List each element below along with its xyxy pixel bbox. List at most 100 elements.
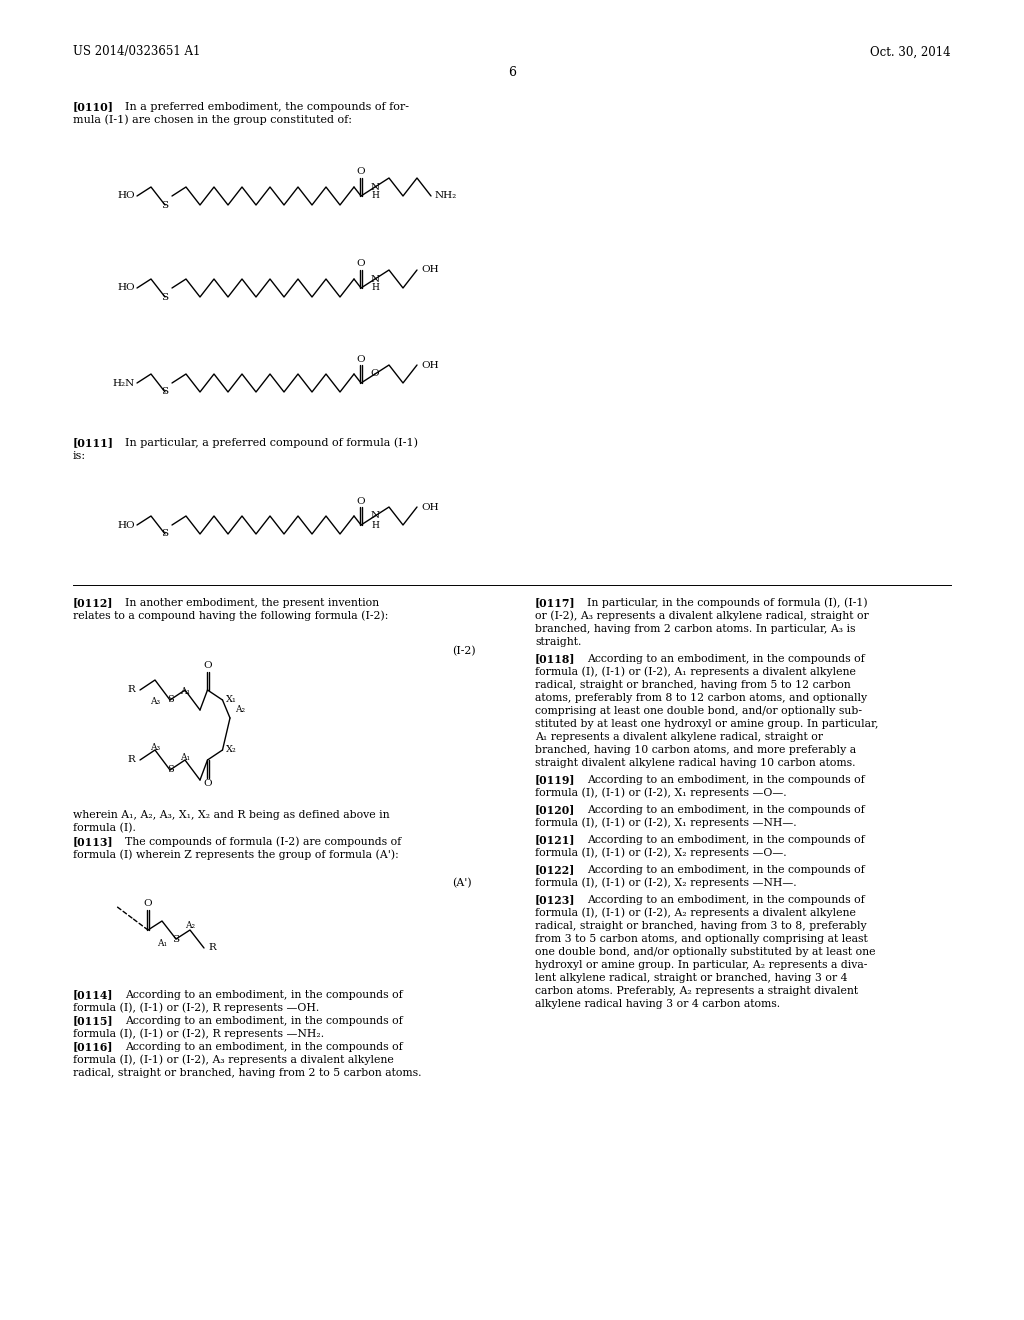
Text: US 2014/0323651 A1: US 2014/0323651 A1 <box>73 45 201 58</box>
Text: HO: HO <box>118 191 135 201</box>
Text: lent alkylene radical, straight or branched, having 3 or 4: lent alkylene radical, straight or branc… <box>535 973 848 983</box>
Text: O: O <box>203 780 212 788</box>
Text: S: S <box>162 388 169 396</box>
Text: 6: 6 <box>508 66 516 79</box>
Text: S: S <box>172 935 179 944</box>
Text: H: H <box>371 520 379 529</box>
Text: According to an embodiment, in the compounds of: According to an embodiment, in the compo… <box>587 805 864 814</box>
Text: [0114]: [0114] <box>73 990 114 1001</box>
Text: According to an embodiment, in the compounds of: According to an embodiment, in the compo… <box>587 865 864 875</box>
Text: R: R <box>208 944 216 953</box>
Text: O: O <box>356 496 366 506</box>
Text: In a preferred embodiment, the compounds of for-: In a preferred embodiment, the compounds… <box>125 102 409 112</box>
Text: N: N <box>371 182 380 191</box>
Text: comprising at least one double bond, and/or optionally sub-: comprising at least one double bond, and… <box>535 706 862 715</box>
Text: formula (I), (I-1) or (I-2), X₂ represents —NH—.: formula (I), (I-1) or (I-2), X₂ represen… <box>535 878 797 888</box>
Text: OH: OH <box>421 360 438 370</box>
Text: atoms, preferably from 8 to 12 carbon atoms, and optionally: atoms, preferably from 8 to 12 carbon at… <box>535 693 867 704</box>
Text: [0123]: [0123] <box>535 895 575 906</box>
Text: stituted by at least one hydroxyl or amine group. In particular,: stituted by at least one hydroxyl or ami… <box>535 719 879 729</box>
Text: According to an embodiment, in the compounds of: According to an embodiment, in the compo… <box>587 775 864 785</box>
Text: O: O <box>371 370 379 379</box>
Text: [0120]: [0120] <box>535 804 575 816</box>
Text: or (I-2), A₃ represents a divalent alkylene radical, straight or: or (I-2), A₃ represents a divalent alkyl… <box>535 611 868 622</box>
Text: S: S <box>162 293 169 301</box>
Text: O: O <box>143 899 153 908</box>
Text: formula (I), (I-1) or (I-2), A₃ represents a divalent alkylene: formula (I), (I-1) or (I-2), A₃ represen… <box>73 1055 394 1065</box>
Text: [0110]: [0110] <box>73 102 114 112</box>
Text: [0112]: [0112] <box>73 598 114 609</box>
Text: X₁: X₁ <box>225 696 237 705</box>
Text: [0119]: [0119] <box>535 775 575 785</box>
Text: According to an embodiment, in the compounds of: According to an embodiment, in the compo… <box>125 1016 402 1026</box>
Text: N: N <box>371 275 380 284</box>
Text: According to an embodiment, in the compounds of: According to an embodiment, in the compo… <box>587 653 864 664</box>
Text: formula (I), (I-1) or (I-2), R represents —OH.: formula (I), (I-1) or (I-2), R represent… <box>73 1003 319 1014</box>
Text: A₁: A₁ <box>180 688 190 697</box>
Text: branched, having 10 carbon atoms, and more preferably a: branched, having 10 carbon atoms, and mo… <box>535 744 856 755</box>
Text: formula (I) wherein Z represents the group of formula (A'):: formula (I) wherein Z represents the gro… <box>73 850 398 861</box>
Text: [0118]: [0118] <box>535 653 575 664</box>
Text: formula (I), (I-1) or (I-2), X₁ represents —O—.: formula (I), (I-1) or (I-2), X₁ represen… <box>535 788 786 799</box>
Text: A₁ represents a divalent alkylene radical, straight or: A₁ represents a divalent alkylene radica… <box>535 733 823 742</box>
Text: R: R <box>127 755 135 764</box>
Text: OH: OH <box>421 503 438 511</box>
Text: A₃: A₃ <box>150 743 160 752</box>
Text: A₃: A₃ <box>150 697 160 706</box>
Text: In particular, in the compounds of formula (I), (I-1): In particular, in the compounds of formu… <box>587 598 867 609</box>
Text: mula (I-1) are chosen in the group constituted of:: mula (I-1) are chosen in the group const… <box>73 115 352 125</box>
Text: radical, straight or branched, having from 3 to 8, preferably: radical, straight or branched, having fr… <box>535 921 866 931</box>
Text: formula (I), (I-1) or (I-2), A₁ represents a divalent alkylene: formula (I), (I-1) or (I-2), A₁ represen… <box>535 667 856 677</box>
Text: O: O <box>356 355 366 363</box>
Text: [0111]: [0111] <box>73 437 114 449</box>
Text: formula (I), (I-1) or (I-2), X₂ represents —O—.: formula (I), (I-1) or (I-2), X₂ represen… <box>535 847 786 858</box>
Text: S: S <box>162 201 169 210</box>
Text: HO: HO <box>118 284 135 293</box>
Text: According to an embodiment, in the compounds of: According to an embodiment, in the compo… <box>587 895 864 906</box>
Text: from 3 to 5 carbon atoms, and optionally comprising at least: from 3 to 5 carbon atoms, and optionally… <box>535 935 867 944</box>
Text: [0113]: [0113] <box>73 837 114 847</box>
Text: S: S <box>167 696 173 705</box>
Text: According to an embodiment, in the compounds of: According to an embodiment, in the compo… <box>125 1041 402 1052</box>
Text: R: R <box>127 685 135 694</box>
Text: In another embodiment, the present invention: In another embodiment, the present inven… <box>125 598 379 609</box>
Text: (A'): (A') <box>452 878 472 888</box>
Text: N: N <box>371 511 380 520</box>
Text: H: H <box>371 284 379 293</box>
Text: OH: OH <box>421 265 438 275</box>
Text: O: O <box>356 260 366 268</box>
Text: Oct. 30, 2014: Oct. 30, 2014 <box>870 45 950 58</box>
Text: (I-2): (I-2) <box>452 645 475 656</box>
Text: H₂N: H₂N <box>113 379 135 388</box>
Text: S: S <box>162 529 169 539</box>
Text: radical, straight or branched, having from 5 to 12 carbon: radical, straight or branched, having fr… <box>535 680 851 690</box>
Text: According to an embodiment, in the compounds of: According to an embodiment, in the compo… <box>587 836 864 845</box>
Text: alkylene radical having 3 or 4 carbon atoms.: alkylene radical having 3 or 4 carbon at… <box>535 999 780 1008</box>
Text: hydroxyl or amine group. In particular, A₂ represents a diva-: hydroxyl or amine group. In particular, … <box>535 960 867 970</box>
Text: straight divalent alkylene radical having 10 carbon atoms.: straight divalent alkylene radical havin… <box>535 758 855 768</box>
Text: formula (I), (I-1) or (I-2), X₁ represents —NH—.: formula (I), (I-1) or (I-2), X₁ represen… <box>535 817 797 828</box>
Text: [0115]: [0115] <box>73 1015 114 1027</box>
Text: [0122]: [0122] <box>535 865 575 875</box>
Text: S: S <box>167 766 173 775</box>
Text: A₂: A₂ <box>234 705 245 714</box>
Text: is:: is: <box>73 451 86 461</box>
Text: The compounds of formula (I-2) are compounds of: The compounds of formula (I-2) are compo… <box>125 837 401 847</box>
Text: wherein A₁, A₂, A₃, X₁, X₂ and R being as defined above in: wherein A₁, A₂, A₃, X₁, X₂ and R being a… <box>73 810 389 820</box>
Text: radical, straight or branched, having from 2 to 5 carbon atoms.: radical, straight or branched, having fr… <box>73 1068 422 1078</box>
Text: carbon atoms. Preferably, A₂ represents a straight divalent: carbon atoms. Preferably, A₂ represents … <box>535 986 858 997</box>
Text: In particular, a preferred compound of formula (I-1): In particular, a preferred compound of f… <box>125 438 418 449</box>
Text: H: H <box>371 191 379 201</box>
Text: A₁: A₁ <box>180 754 190 763</box>
Text: NH₂: NH₂ <box>435 191 458 201</box>
Text: A₂: A₂ <box>185 921 195 931</box>
Text: According to an embodiment, in the compounds of: According to an embodiment, in the compo… <box>125 990 402 1001</box>
Text: [0116]: [0116] <box>73 1041 114 1052</box>
Text: A₁: A₁ <box>157 939 167 948</box>
Text: X₂: X₂ <box>225 746 237 755</box>
Text: relates to a compound having the following formula (I-2):: relates to a compound having the followi… <box>73 611 388 622</box>
Text: one double bond, and/or optionally substituted by at least one: one double bond, and/or optionally subst… <box>535 946 876 957</box>
Text: O: O <box>203 661 212 671</box>
Text: [0121]: [0121] <box>535 834 575 846</box>
Text: formula (I), (I-1) or (I-2), A₂ represents a divalent alkylene: formula (I), (I-1) or (I-2), A₂ represen… <box>535 908 856 919</box>
